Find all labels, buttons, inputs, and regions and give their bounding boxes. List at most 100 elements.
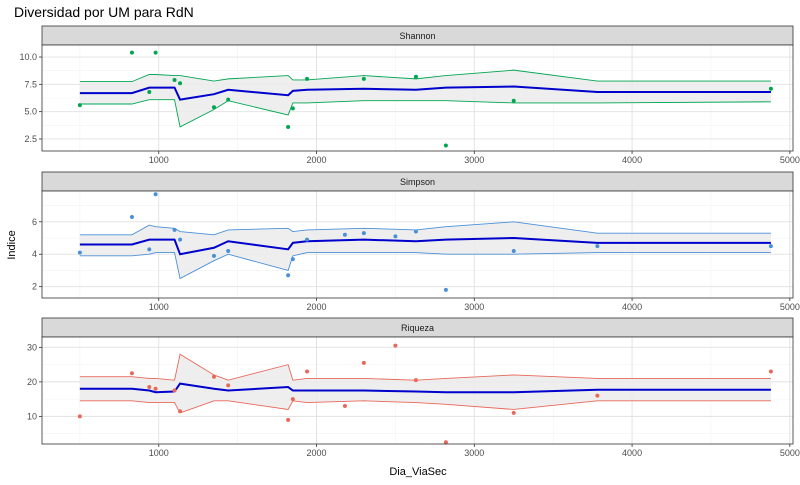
y-tick-label: 5.0 (24, 107, 37, 117)
band-lower-line (79, 99, 771, 128)
x-axis-label: Dia_ViaSec (389, 466, 447, 478)
data-point (178, 237, 183, 242)
data-point (595, 244, 600, 249)
data-point (511, 98, 516, 103)
data-point (129, 50, 134, 55)
x-tick-label: 5000 (780, 155, 800, 165)
x-tick-label: 1000 (149, 448, 169, 458)
data-point (172, 227, 177, 232)
data-point (211, 253, 216, 258)
x-tick-label: 4000 (622, 302, 642, 312)
data-point (226, 97, 231, 102)
band-upper-line (79, 221, 771, 236)
confidence-band (79, 221, 771, 279)
data-points (77, 343, 773, 445)
data-point (129, 371, 134, 376)
confidence-band (79, 354, 771, 413)
confidence-band (79, 70, 771, 127)
data-point (393, 343, 398, 348)
facet-strip-label: Riqueza (401, 323, 434, 333)
data-point (413, 378, 418, 383)
data-point (172, 388, 177, 393)
y-tick-label: 6 (32, 217, 37, 227)
x-tick-label: 1000 (149, 155, 169, 165)
x-tick-label: 3000 (464, 155, 484, 165)
y-tick-label: 2.5 (24, 134, 37, 144)
data-point (290, 106, 295, 111)
data-point (768, 369, 773, 374)
data-point (153, 386, 158, 391)
x-tick-label: 2000 (307, 155, 327, 165)
data-point (129, 214, 134, 219)
facet-panel-shannon: Shannon 2.5 5.0 7.5 10.0 1000 2000 3000 4000 5000 (19, 25, 800, 165)
data-point (768, 86, 773, 91)
x-tick-label: 1000 (149, 302, 169, 312)
data-point (290, 397, 295, 402)
data-point (511, 248, 516, 253)
data-point (153, 192, 158, 197)
data-point (413, 229, 418, 234)
data-point (147, 89, 152, 94)
data-point (361, 231, 366, 236)
data-point (511, 410, 516, 415)
x-tick-label: 3000 (464, 302, 484, 312)
x-tick-label: 4000 (622, 155, 642, 165)
data-point (595, 393, 600, 398)
data-point (361, 76, 366, 81)
band-upper-line (79, 69, 771, 83)
data-point (342, 404, 347, 409)
y-tick-label: 2 (32, 282, 37, 292)
fitted-line (79, 237, 771, 256)
facet-panel-riqueza: Riqueza 10 20 30 1000 2000 3000 4000 5000 (27, 317, 800, 458)
data-point (77, 103, 82, 108)
data-point (290, 257, 295, 262)
data-point (147, 247, 152, 252)
data-point (286, 417, 291, 422)
data-point (443, 440, 448, 445)
band-lower-line (79, 400, 771, 414)
facet-panels: Shannon 2.5 5.0 7.5 10.0 1000 2000 3000 4000 5000… (19, 25, 800, 458)
fitted-line (79, 85, 771, 101)
data-point (413, 74, 418, 79)
y-tick-label: 30 (27, 342, 37, 352)
y-tick-label: 4 (32, 249, 37, 259)
x-tick-label: 3000 (464, 448, 484, 458)
data-point (178, 81, 183, 86)
data-point (211, 105, 216, 110)
data-point (226, 248, 231, 253)
y-tick-label: 7.5 (24, 79, 37, 89)
data-point (178, 409, 183, 414)
band-upper-line (79, 353, 771, 381)
data-point (305, 237, 310, 242)
data-point (443, 143, 448, 148)
x-tick-label: 4000 (622, 448, 642, 458)
data-point (153, 50, 158, 55)
data-point (147, 385, 152, 390)
data-point (768, 244, 773, 249)
data-point (286, 273, 291, 278)
data-point (226, 383, 231, 388)
panel-border (41, 190, 794, 299)
data-point (361, 360, 366, 365)
facet-strip-label: Shannon (399, 31, 435, 41)
data-point (305, 76, 310, 81)
x-tick-label: 2000 (307, 448, 327, 458)
data-point (305, 369, 310, 374)
x-tick-label: 5000 (780, 448, 800, 458)
data-point (342, 232, 347, 237)
facet-strip-label: Simpson (400, 177, 435, 187)
data-point (77, 414, 82, 419)
band-lower-line (79, 252, 771, 280)
data-point (393, 234, 398, 239)
data-points (77, 192, 773, 292)
data-point (172, 77, 177, 82)
data-point (286, 124, 291, 129)
y-axis-label: Indice (6, 230, 18, 259)
data-points (77, 50, 773, 148)
panel-border (41, 44, 794, 152)
fitted-line (79, 382, 771, 394)
y-tick-label: 20 (27, 377, 37, 387)
panel-border (41, 336, 794, 445)
chart-title: Diversidad por UM para RdN (14, 4, 194, 20)
